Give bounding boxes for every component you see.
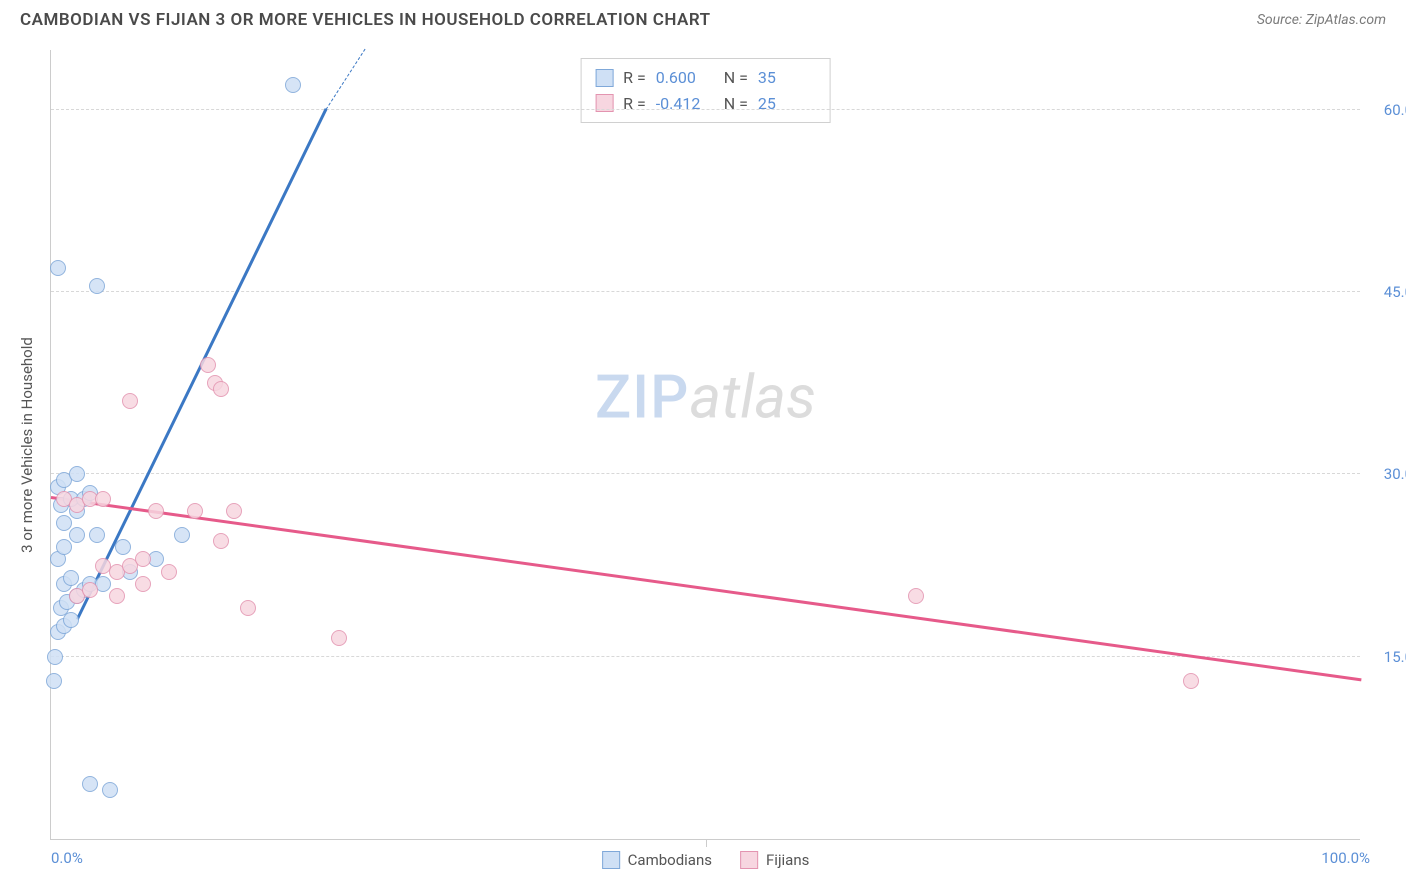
data-point: [187, 503, 203, 519]
n-label: N =: [724, 65, 748, 91]
gridline-horizontal: [51, 473, 1360, 474]
data-point: [908, 588, 924, 604]
watermark-atlas: atlas: [689, 362, 816, 433]
data-point: [89, 278, 105, 294]
data-point: [95, 491, 111, 507]
legend-label: Fijians: [766, 851, 809, 869]
r-label: R =: [623, 65, 646, 91]
data-point: [285, 77, 301, 93]
x-tick: [706, 839, 707, 847]
trend-line: [326, 48, 366, 109]
correlation-legend: R = 0.600 N = 35 R = -0.412 N = 25: [580, 58, 831, 123]
data-point: [200, 357, 216, 373]
data-point: [148, 503, 164, 519]
data-point: [122, 393, 138, 409]
data-point: [213, 533, 229, 549]
chart-area: ZIPatlas 3 or more Vehicles in Household…: [50, 50, 1360, 840]
r-value: -0.412: [656, 91, 714, 117]
data-point: [115, 539, 131, 555]
legend-label: Cambodians: [628, 851, 712, 869]
chart-title: CAMBODIAN VS FIJIAN 3 OR MORE VEHICLES I…: [20, 10, 711, 30]
legend-swatch: [740, 851, 758, 869]
legend-swatch: [595, 69, 613, 87]
gridline-horizontal: [51, 109, 1360, 110]
y-tick-label: 60.0%: [1384, 101, 1406, 119]
x-tick-label: 0.0%: [51, 849, 83, 867]
data-point: [46, 673, 62, 689]
data-point: [174, 527, 190, 543]
legend-swatch: [602, 851, 620, 869]
data-point: [135, 576, 151, 592]
data-point: [47, 649, 63, 665]
data-point: [69, 527, 85, 543]
watermark-zip: ZIP: [595, 362, 689, 433]
legend-item: Cambodians: [602, 851, 712, 869]
data-point: [226, 503, 242, 519]
legend-item: Fijians: [740, 851, 809, 869]
data-point: [56, 515, 72, 531]
data-point: [240, 600, 256, 616]
data-point: [109, 588, 125, 604]
data-point: [50, 260, 66, 276]
data-point: [102, 782, 118, 798]
data-point: [82, 776, 98, 792]
data-point: [56, 539, 72, 555]
chart-header: CAMBODIAN VS FIJIAN 3 OR MORE VEHICLES I…: [0, 0, 1406, 38]
gridline-horizontal: [51, 656, 1360, 657]
n-value: 25: [758, 91, 816, 117]
correlation-row: R = 0.600 N = 35: [595, 65, 816, 91]
y-tick-label: 15.0%: [1384, 648, 1406, 666]
data-point: [69, 466, 85, 482]
data-point: [213, 381, 229, 397]
data-point: [1183, 673, 1199, 689]
y-tick-label: 45.0%: [1384, 283, 1406, 301]
chart-source: Source: ZipAtlas.com: [1257, 12, 1386, 28]
watermark: ZIPatlas: [595, 362, 816, 433]
trend-line: [51, 496, 1361, 681]
y-axis-label: 3 or more Vehicles in Household: [18, 337, 36, 553]
r-value: 0.600: [656, 65, 714, 91]
data-point: [161, 564, 177, 580]
data-point: [63, 570, 79, 586]
x-tick-label: 100.0%: [1321, 849, 1370, 867]
data-point: [331, 630, 347, 646]
data-point: [82, 582, 98, 598]
n-label: N =: [724, 91, 748, 117]
r-label: R =: [623, 91, 646, 117]
data-point: [135, 551, 151, 567]
gridline-horizontal: [51, 291, 1360, 292]
n-value: 35: [758, 65, 816, 91]
series-legend: Cambodians Fijians: [602, 851, 810, 869]
correlation-row: R = -0.412 N = 25: [595, 91, 816, 117]
data-point: [89, 527, 105, 543]
y-tick-label: 30.0%: [1384, 465, 1406, 483]
scatter-plot: ZIPatlas 3 or more Vehicles in Household…: [50, 50, 1360, 840]
